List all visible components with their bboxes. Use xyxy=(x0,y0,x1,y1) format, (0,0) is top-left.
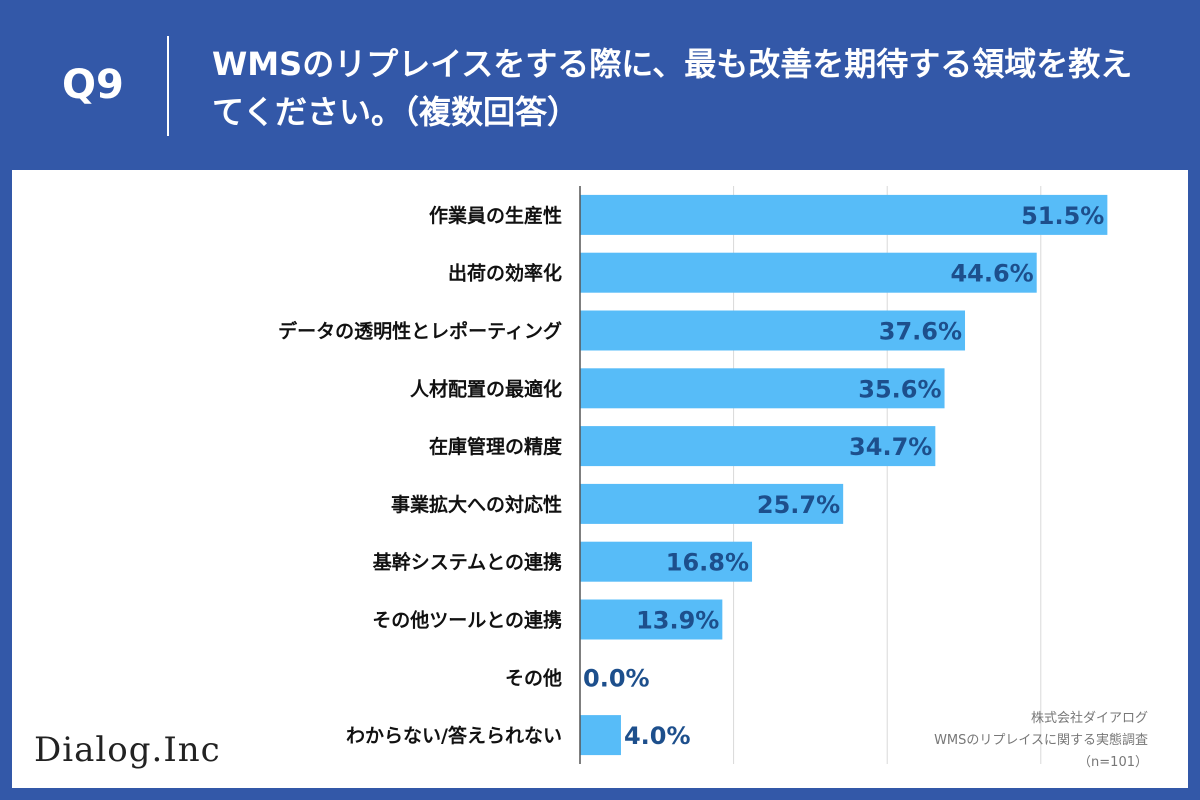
source-survey: WMSのリプレイスに関する実態調査 xyxy=(934,733,1148,748)
source-note: 株式会社ダイアログ WMSのリプレイスに関する実態調査 （n=101） xyxy=(728,708,1148,774)
bar xyxy=(580,194,1108,235)
data-label: 4.0% xyxy=(624,722,691,750)
category-label: 事業拡大への対応性 xyxy=(391,493,562,516)
category-label: 作業員の生産性 xyxy=(429,204,562,227)
data-label: 13.9% xyxy=(636,607,719,635)
bar xyxy=(580,368,945,409)
bar xyxy=(580,426,936,467)
category-label: 人材配置の最適化 xyxy=(410,377,562,400)
data-label: 16.8% xyxy=(666,549,749,577)
bar-chart: 作業員の生産性 51.5% 出荷の効率化 44.6% データの透明性とレポーティング 37… xyxy=(278,186,1108,764)
header-divider xyxy=(167,36,169,136)
category-label: 基幹システムとの連携 xyxy=(372,551,562,574)
source-company: 株式会社ダイアログ xyxy=(1030,711,1148,726)
bar xyxy=(580,599,723,640)
bar xyxy=(580,541,753,582)
category-label: 出荷の効率化 xyxy=(448,262,562,285)
bar xyxy=(580,715,621,756)
category-label: わからない/答えられない xyxy=(346,724,562,747)
chart-panel: 作業員の生産性 51.5% 出荷の効率化 44.6% データの透明性とレポーティング 37… xyxy=(12,170,1188,788)
source-sample: （n=101） xyxy=(1078,755,1148,770)
data-label: 34.7% xyxy=(849,433,932,461)
data-label: 51.5% xyxy=(1021,202,1104,230)
data-label: 37.6% xyxy=(879,318,962,346)
question-number: Q9 xyxy=(62,62,124,108)
data-label: 35.6% xyxy=(858,375,941,403)
question-title: WMSのリプレイスをする際に、最も改善を期待する領域を教えてください。（複数回答… xyxy=(212,45,1133,131)
category-label: 在庫管理の精度 xyxy=(429,435,563,458)
category-label: その他 xyxy=(505,666,562,689)
bar xyxy=(580,483,844,524)
question-header: Q9 WMSのリプレイスをする際に、最も改善を期待する領域を教えてください。（複… xyxy=(0,0,1200,170)
data-label: 44.6% xyxy=(950,260,1033,288)
bar xyxy=(580,310,966,351)
category-label: その他ツールとの連携 xyxy=(372,609,562,632)
bar xyxy=(580,252,1037,293)
data-label: 25.7% xyxy=(757,491,840,519)
data-label: 0.0% xyxy=(583,664,650,692)
dialog-logo: Dialog.Inc xyxy=(34,730,221,770)
category-label: データの透明性とレポーティング xyxy=(278,320,562,343)
